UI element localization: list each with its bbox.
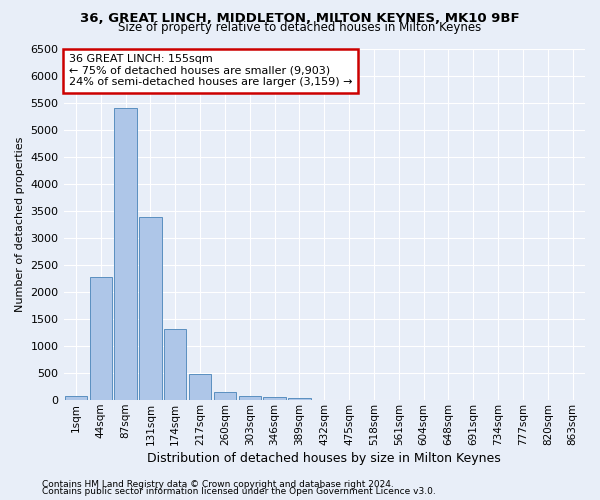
Bar bbox=[239, 396, 261, 400]
Bar bbox=[263, 397, 286, 400]
Text: 36 GREAT LINCH: 155sqm
← 75% of detached houses are smaller (9,903)
24% of semi-: 36 GREAT LINCH: 155sqm ← 75% of detached… bbox=[69, 54, 352, 88]
X-axis label: Distribution of detached houses by size in Milton Keynes: Distribution of detached houses by size … bbox=[148, 452, 501, 465]
Bar bbox=[288, 398, 311, 400]
Y-axis label: Number of detached properties: Number of detached properties bbox=[15, 137, 25, 312]
Bar bbox=[164, 330, 187, 400]
Bar bbox=[139, 217, 161, 400]
Bar bbox=[115, 108, 137, 400]
Text: Contains public sector information licensed under the Open Government Licence v3: Contains public sector information licen… bbox=[42, 487, 436, 496]
Bar bbox=[214, 392, 236, 400]
Bar bbox=[189, 374, 211, 400]
Bar bbox=[65, 396, 87, 400]
Text: Contains HM Land Registry data © Crown copyright and database right 2024.: Contains HM Land Registry data © Crown c… bbox=[42, 480, 394, 489]
Bar bbox=[89, 277, 112, 400]
Text: 36, GREAT LINCH, MIDDLETON, MILTON KEYNES, MK10 9BF: 36, GREAT LINCH, MIDDLETON, MILTON KEYNE… bbox=[80, 12, 520, 26]
Text: Size of property relative to detached houses in Milton Keynes: Size of property relative to detached ho… bbox=[118, 22, 482, 35]
